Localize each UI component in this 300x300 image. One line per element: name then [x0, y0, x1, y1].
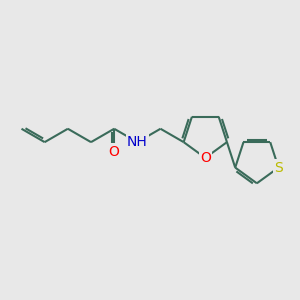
Text: O: O [200, 151, 211, 165]
Text: NH: NH [127, 135, 148, 149]
Text: S: S [274, 160, 283, 175]
Text: O: O [109, 145, 120, 158]
